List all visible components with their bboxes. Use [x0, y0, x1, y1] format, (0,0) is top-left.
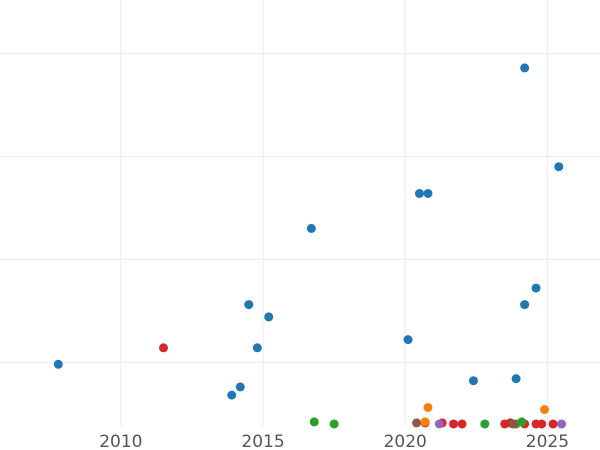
x-tick-label-2015: 2015: [241, 432, 284, 450]
x-tick-label-2025: 2025: [526, 432, 569, 450]
series-5: [412, 418, 518, 429]
data-point-5-1: [508, 419, 518, 429]
data-point-0-10: [468, 376, 478, 386]
data-point-2-0: [309, 417, 319, 427]
data-point-0-9: [423, 188, 433, 198]
data-point-4-0: [434, 419, 444, 429]
data-point-2-1: [329, 419, 339, 429]
data-point-0-1: [227, 390, 237, 400]
x-tick-label-2010: 2010: [99, 432, 142, 450]
data-point-0-5: [264, 312, 274, 322]
data-point-0-4: [252, 343, 262, 353]
data-point-2-2: [480, 419, 490, 429]
series-3: [420, 402, 550, 427]
data-point-0-14: [531, 283, 541, 293]
data-point-0-13: [520, 300, 530, 310]
data-point-0-12: [520, 63, 530, 73]
data-point-0-2: [235, 382, 245, 392]
data-point-1-3: [449, 419, 459, 429]
data-point-0-7: [403, 335, 413, 345]
points-layer: [53, 63, 567, 429]
grid-layer: [0, 0, 600, 426]
data-point-5-0: [412, 418, 422, 428]
data-point-0-8: [414, 188, 424, 198]
data-point-0-15: [554, 162, 564, 172]
data-point-1-10: [548, 419, 558, 429]
data-point-1-9: [537, 419, 547, 429]
data-point-3-0: [423, 402, 433, 412]
data-point-4-1: [557, 419, 567, 429]
x-tick-label-2020: 2020: [384, 432, 427, 450]
series-0: [53, 63, 564, 400]
data-point-0-11: [511, 374, 521, 384]
data-point-0-6: [306, 223, 316, 233]
data-point-3-1: [540, 405, 550, 415]
data-point-0-3: [244, 300, 254, 310]
data-point-0-0: [53, 359, 63, 369]
data-point-1-0: [159, 343, 169, 353]
data-point-3-2: [420, 417, 430, 427]
series-4: [434, 419, 567, 429]
data-point-1-4: [457, 419, 467, 429]
x-tick-labels: 2010 2015 2020 2025: [99, 432, 569, 450]
